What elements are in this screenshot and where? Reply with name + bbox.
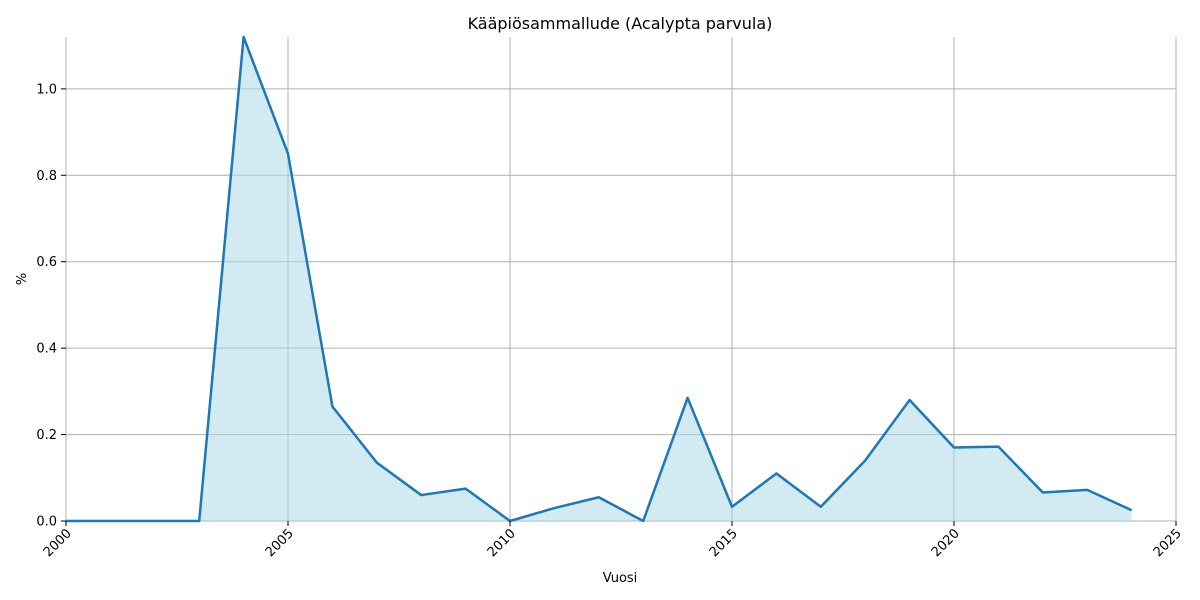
y-tick-label: 0.2 (36, 428, 57, 443)
x-tick-label: 2015 (707, 526, 741, 560)
y-axis-ticks: 0.0 0.2 0.4 0.6 0.8 1.0 (36, 82, 66, 530)
x-tick-label: 2020 (929, 526, 963, 560)
x-tick-label: 2010 (485, 526, 519, 560)
y-axis-label: % (15, 273, 30, 285)
series-line (66, 35, 1133, 523)
series-area-fill (66, 37, 1132, 521)
x-axis-ticks: 2000 2005 2010 2015 2020 2025 (41, 521, 1185, 560)
y-tick-label: 0.4 (36, 342, 57, 357)
y-tick-label: 0.8 (36, 169, 57, 184)
x-tick-label: 2005 (263, 526, 297, 560)
x-tick-label: 2000 (41, 526, 75, 560)
y-tick-label: 0.6 (36, 255, 57, 270)
x-tick-label: 2025 (1151, 526, 1185, 560)
y-tick-label: 1.0 (36, 82, 57, 97)
chart-title: Kääpiösammallude (Acalypta parvula) (468, 14, 773, 33)
y-tick-label: 0.0 (36, 515, 57, 530)
x-axis-label: Vuosi (603, 571, 638, 586)
